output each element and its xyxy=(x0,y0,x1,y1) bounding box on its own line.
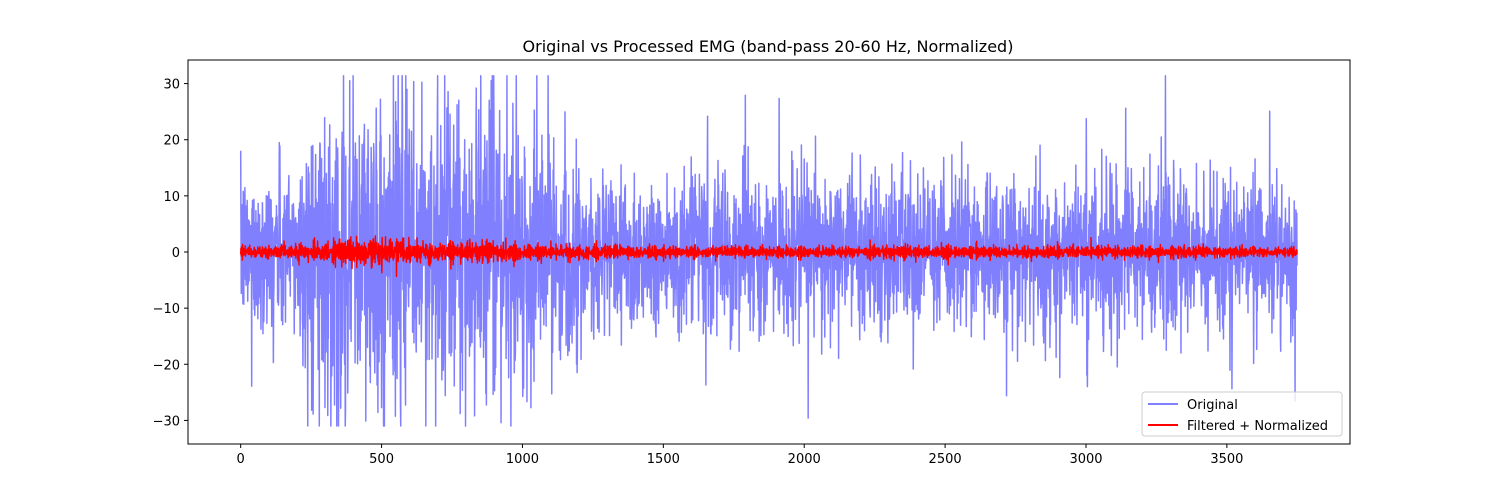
legend: Original Filtered + Normalized xyxy=(1141,391,1343,437)
y-tick-label: 20 xyxy=(163,134,180,149)
axes-layer: 0 500 1000 1500 2000 2500 3000 3500 30 20 10 0 −10 −2… xyxy=(153,78,1244,467)
chart-title: Original vs Processed EMG (band-pass 20-… xyxy=(523,37,1014,56)
x-tick-label: 500 xyxy=(369,452,394,467)
x-tick-label: 3500 xyxy=(1210,452,1243,467)
y-tick-label: −30 xyxy=(153,414,180,429)
x-tick-label: 0 xyxy=(237,452,245,467)
y-tick-label: 0 xyxy=(172,246,180,261)
legend-label-original: Original xyxy=(1187,398,1238,413)
legend-box xyxy=(1141,391,1343,437)
legend-label-filtered: Filtered + Normalized xyxy=(1187,419,1328,434)
x-tick-label: 3000 xyxy=(1069,452,1102,467)
x-tick-label: 2000 xyxy=(788,452,821,467)
series-layer xyxy=(239,74,1298,427)
y-tick-label: 30 xyxy=(163,78,180,93)
x-tick-label: 1500 xyxy=(647,452,680,467)
y-tick-label: 10 xyxy=(163,190,180,205)
y-tick-label: −10 xyxy=(153,302,180,317)
x-tick-label: 2500 xyxy=(929,452,962,467)
y-tick-label: −20 xyxy=(153,358,180,373)
series-line-filtered-normalized xyxy=(239,235,1298,278)
x-tick-label: 1000 xyxy=(506,452,539,467)
